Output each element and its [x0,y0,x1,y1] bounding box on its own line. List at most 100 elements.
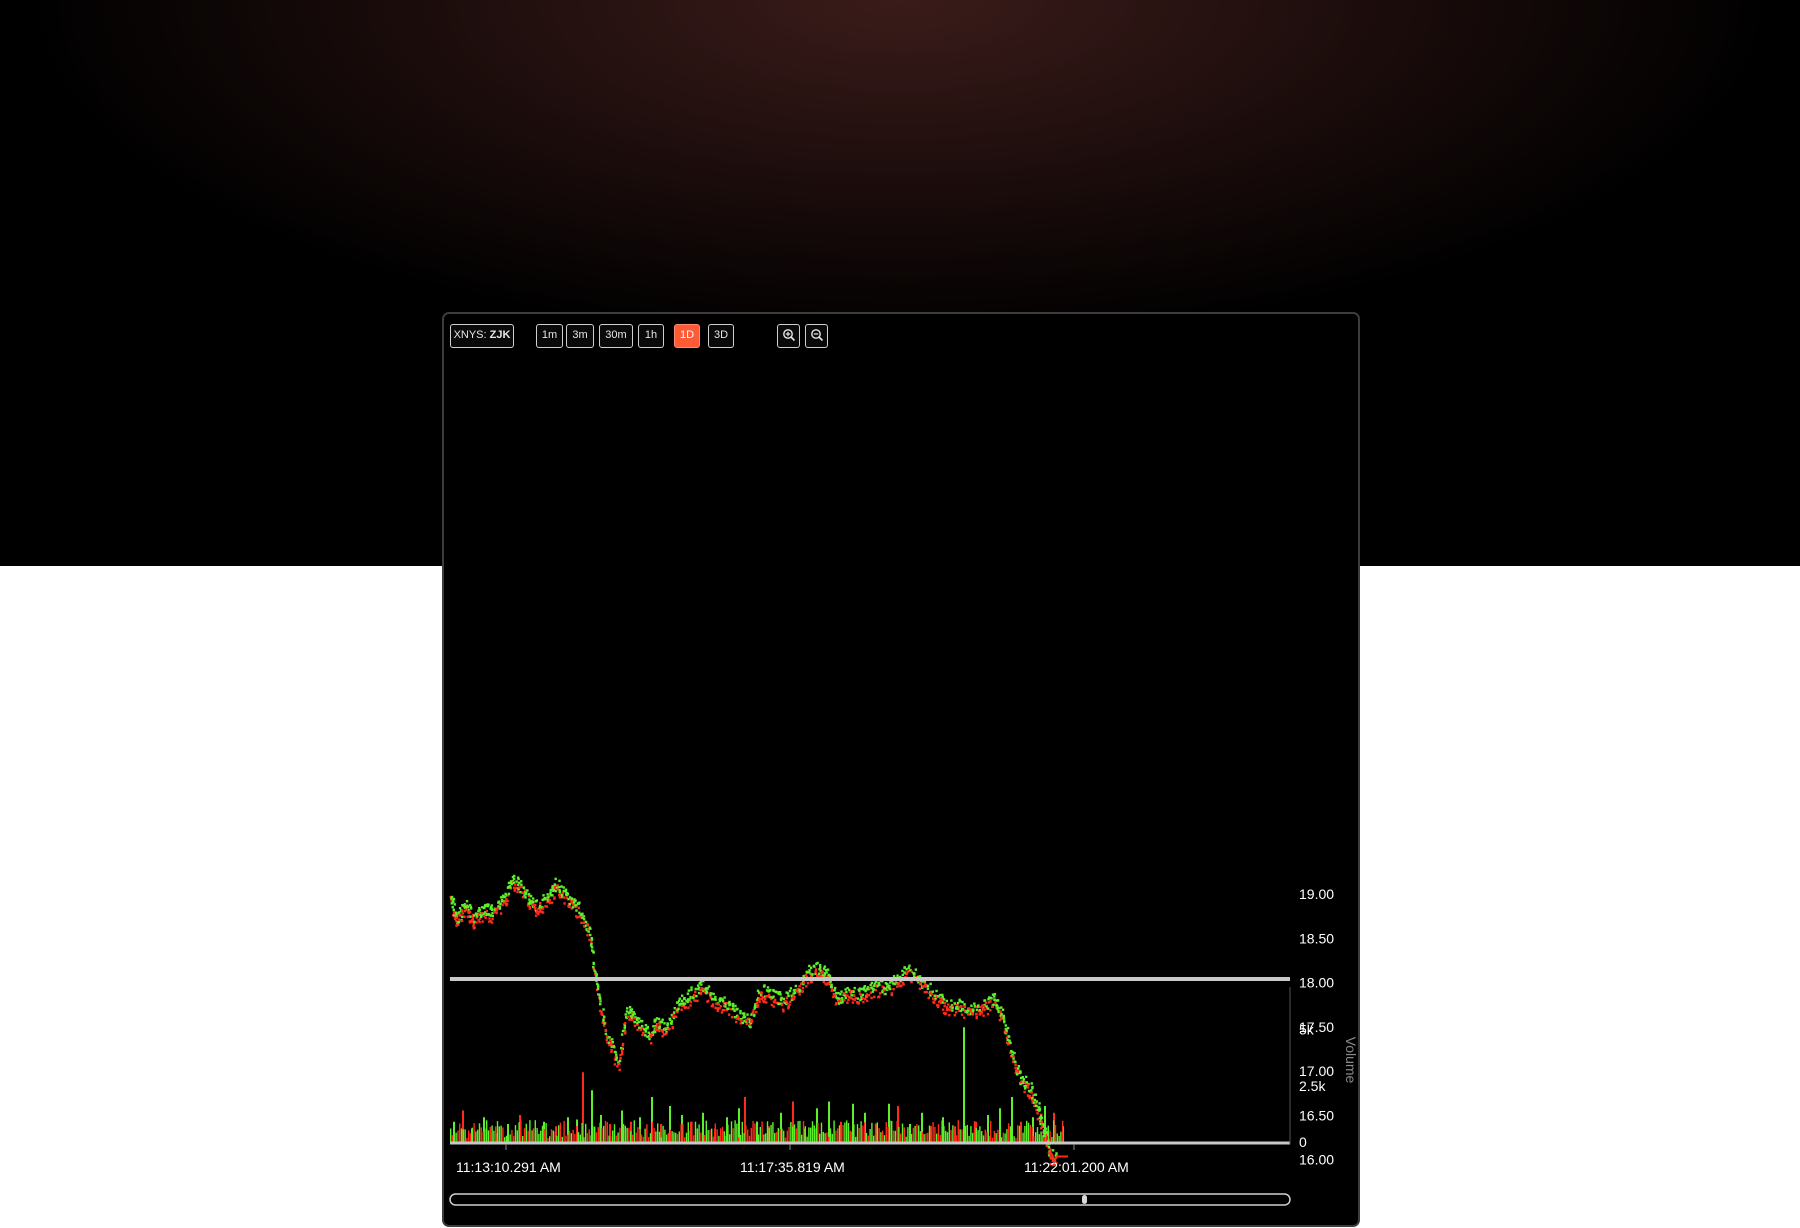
price-point [848,996,851,999]
timeframe-button-1m[interactable]: 1m [536,324,563,348]
price-point [992,1003,995,1006]
zoom-out-button[interactable] [805,324,828,348]
price-point [817,974,821,978]
price-point [782,1010,785,1013]
volume-bar [968,1135,970,1142]
volume-bar [766,1121,769,1142]
volume-bar [556,1135,558,1142]
price-point [844,996,847,999]
volume-bar [725,1135,727,1142]
price-point [1035,1104,1038,1108]
price-point [630,1012,634,1015]
volume-bar [842,1124,844,1142]
price-point [554,889,558,893]
volume-bar [786,1130,788,1142]
price-point [1023,1085,1026,1088]
price-tick-label: 16.00 [1299,1152,1334,1168]
price-point [950,1004,954,1007]
price-point [515,886,518,889]
price-point [756,1005,759,1009]
price-point [475,921,478,924]
price-point [535,910,539,913]
price-point [665,1031,668,1034]
volume-bar [702,1125,704,1142]
volume-bar [862,1125,864,1142]
price-point [942,998,946,1001]
price-point [903,966,906,969]
volume-bar [457,1130,459,1142]
volume-bar [591,1090,593,1142]
volume-bar [993,1130,995,1142]
price-point [707,999,710,1003]
price-point [542,898,546,901]
volume-bar [615,1135,617,1142]
price-point [787,1006,790,1010]
volume-bar [621,1110,623,1142]
volume-bar [603,1125,605,1142]
timeframe-button-1d[interactable]: 1D [674,324,700,348]
timeframe-button-3d[interactable]: 3D [708,324,734,348]
volume-bar [774,1132,776,1142]
price-point [1040,1116,1044,1120]
price-point [623,1025,627,1028]
price-point [896,974,899,977]
price-point [732,1007,735,1010]
price-point [956,1004,959,1008]
volume-bar [700,1132,702,1142]
scrollbar-handle[interactable] [1082,1195,1087,1204]
price-point [450,895,454,899]
price-point [620,1046,623,1050]
volume-bar [966,1124,968,1142]
price-point [501,895,504,899]
timeframe-button-30m[interactable]: 30m [599,324,633,348]
volume-bar [585,1123,587,1142]
price-point [833,994,837,997]
timeframe-button-3m[interactable]: 3m [566,324,594,348]
price-point [782,997,786,1001]
price-point [727,1013,731,1016]
price-point [689,1004,692,1007]
price-point [955,1007,958,1010]
price-point [677,1007,680,1010]
price-point [678,997,682,1000]
zoom-out-icon [810,329,823,342]
price-point [680,1002,683,1005]
price-point [501,894,505,897]
volume-bar [660,1124,662,1142]
price-point [786,992,790,995]
volume-bar [555,1126,557,1142]
price-point [742,1016,745,1019]
price-point [481,906,484,909]
price-point [840,997,844,1000]
time-scrollbar[interactable] [449,1193,1291,1206]
price-point [941,1008,945,1011]
price-point [814,970,818,973]
volume-bar [586,1133,589,1142]
volume-bar [781,1128,783,1142]
price-point [975,1013,978,1016]
price-point [568,896,572,899]
price-point [836,996,839,1000]
price-point [653,1020,656,1023]
timeframe-button-1h[interactable]: 1h [638,324,664,348]
price-point [455,913,458,917]
volume-bar [525,1123,527,1142]
symbol-exchange: XNYS: [453,329,487,341]
price-point [714,998,717,1001]
price-point [851,1001,855,1004]
price-point [484,904,487,907]
price-point [985,1005,988,1008]
symbol-button[interactable]: XNYS: ZJK [450,324,514,348]
zoom-in-button[interactable] [777,324,800,348]
volume-bar [595,1132,598,1142]
price-point [638,1017,641,1020]
volume-bar [887,1126,889,1142]
price-point [838,997,841,1000]
volume-bar [712,1136,715,1142]
price-point [1005,1031,1008,1034]
volume-bar [541,1125,544,1142]
price-point [975,1008,979,1012]
volume-bar [561,1136,563,1142]
price-point [619,1057,622,1060]
price-volume-chart[interactable]: 19.00 18.50 18.00 17.50 17.00 16.50 16.00 5k 2.… [444,314,1360,1227]
